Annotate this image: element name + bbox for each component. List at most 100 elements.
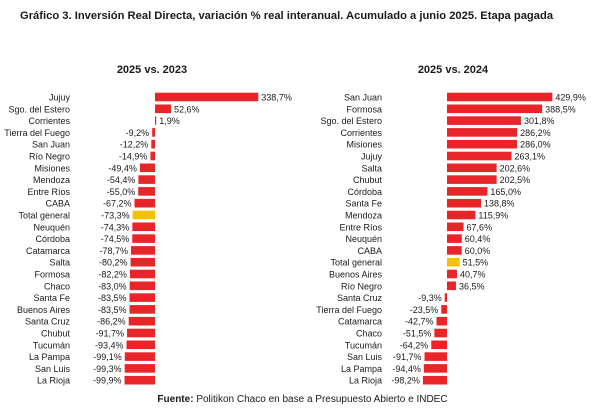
category-label: Santa Fe xyxy=(345,199,382,209)
bar xyxy=(447,116,521,125)
category-label: CABA xyxy=(357,246,382,256)
data-label: 429,9% xyxy=(555,93,586,103)
category-label: Salta xyxy=(361,163,382,173)
category-label: Catamarca xyxy=(26,246,70,256)
category-label: Buenos Aires xyxy=(17,305,71,315)
data-label: -42,7% xyxy=(405,317,434,327)
data-label: 202,5% xyxy=(500,175,531,185)
bar xyxy=(129,293,155,302)
data-label: -73,3% xyxy=(101,211,130,221)
bar xyxy=(447,128,518,137)
data-label: -86,2% xyxy=(97,317,126,327)
bar xyxy=(139,163,155,173)
category-label: Catamarca xyxy=(338,317,382,327)
category-label: Chaco xyxy=(356,329,382,339)
bar xyxy=(447,104,543,114)
category-label: Misiones xyxy=(346,140,382,150)
data-label: -55,0% xyxy=(107,187,136,197)
bar xyxy=(132,222,155,232)
category-label: Total general xyxy=(330,258,382,268)
bar xyxy=(130,246,155,255)
bar xyxy=(447,198,482,208)
category-label: Chubut xyxy=(353,175,383,185)
data-label: 301,8% xyxy=(524,116,555,126)
category-label: San Juan xyxy=(32,140,70,150)
bar xyxy=(152,128,155,137)
data-label: -98,2% xyxy=(391,376,420,386)
bar xyxy=(134,198,155,208)
category-label: Sgo. del Estero xyxy=(8,104,70,114)
data-label: 60,0% xyxy=(465,246,491,256)
bar xyxy=(447,92,553,102)
category-label: La Pampa xyxy=(341,364,382,374)
bar xyxy=(447,175,497,184)
bar xyxy=(129,305,155,314)
data-label: -64,2% xyxy=(400,340,429,350)
category-label: Río Negro xyxy=(29,152,70,162)
data-label: 1,9% xyxy=(159,116,180,126)
data-label: -74,3% xyxy=(101,222,130,232)
category-label: Formosa xyxy=(346,104,382,114)
category-label: Neuquén xyxy=(33,222,70,232)
category-label: Tierra del Fuego xyxy=(316,305,382,315)
data-label: 52,6% xyxy=(174,104,200,114)
data-label: -67,2% xyxy=(103,199,132,209)
bar xyxy=(132,210,155,220)
data-label: 165,0% xyxy=(490,187,521,197)
category-label: La Rioja xyxy=(37,376,70,386)
data-label: 138,8% xyxy=(484,199,515,209)
category-label: Tucumán xyxy=(33,340,70,350)
category-label: Entre Ríos xyxy=(339,222,382,232)
data-label: -93,4% xyxy=(95,340,124,350)
bar xyxy=(444,293,447,302)
bar xyxy=(155,92,259,102)
category-label: Corrientes xyxy=(28,116,70,126)
category-label: Neuquén xyxy=(345,234,382,244)
data-label: -91,7% xyxy=(393,352,422,362)
bar xyxy=(124,375,155,385)
source-label: Fuente: xyxy=(157,394,194,405)
bar xyxy=(130,257,155,267)
data-label: 263,1% xyxy=(514,152,545,162)
category-label: Buenos Aires xyxy=(329,270,383,280)
category-label: Mendoza xyxy=(33,175,70,185)
data-label: -99,3% xyxy=(93,364,122,374)
data-label: -12,2% xyxy=(120,140,149,150)
data-label: 286,2% xyxy=(520,128,551,138)
category-label: Jujuy xyxy=(49,93,71,103)
data-label: -51,5% xyxy=(403,329,432,339)
bar xyxy=(447,187,488,196)
category-label: Chaco xyxy=(44,281,70,291)
bar xyxy=(155,104,172,114)
data-label: 286,0% xyxy=(520,140,551,150)
category-label: San Juan xyxy=(344,93,382,103)
category-label: Santa Cruz xyxy=(25,317,71,327)
bar xyxy=(447,151,512,161)
bar xyxy=(128,316,155,326)
data-label: -99,1% xyxy=(93,352,122,362)
category-label: Misiones xyxy=(34,163,70,173)
data-label: -82,2% xyxy=(98,270,127,280)
bar xyxy=(422,375,447,385)
category-label: La Rioja xyxy=(349,376,382,386)
category-label: Corrientes xyxy=(340,128,382,138)
category-label: Sgo. del Estero xyxy=(320,116,382,126)
data-label: -91,7% xyxy=(96,329,125,339)
category-label: Santa Fe xyxy=(33,293,70,303)
data-label: 338,7% xyxy=(261,93,292,103)
bar xyxy=(126,340,155,350)
category-label: Río Negro xyxy=(341,281,382,291)
data-label: -83,0% xyxy=(98,281,127,291)
category-label: La Pampa xyxy=(29,352,70,362)
category-label: Entre Ríos xyxy=(27,187,70,197)
bar xyxy=(447,234,462,243)
data-label: -9,3% xyxy=(418,293,442,303)
category-label: Córdoba xyxy=(347,187,382,197)
source-note: Fuente: Politikon Chaco en base a Presup… xyxy=(0,394,605,405)
category-label: Santa Cruz xyxy=(337,293,383,303)
data-label: -74,5% xyxy=(101,234,130,244)
bar xyxy=(447,222,464,232)
bar xyxy=(423,364,447,373)
category-label: Jujuy xyxy=(361,152,383,162)
chart-title: 2025 vs. 2023 xyxy=(117,64,187,76)
